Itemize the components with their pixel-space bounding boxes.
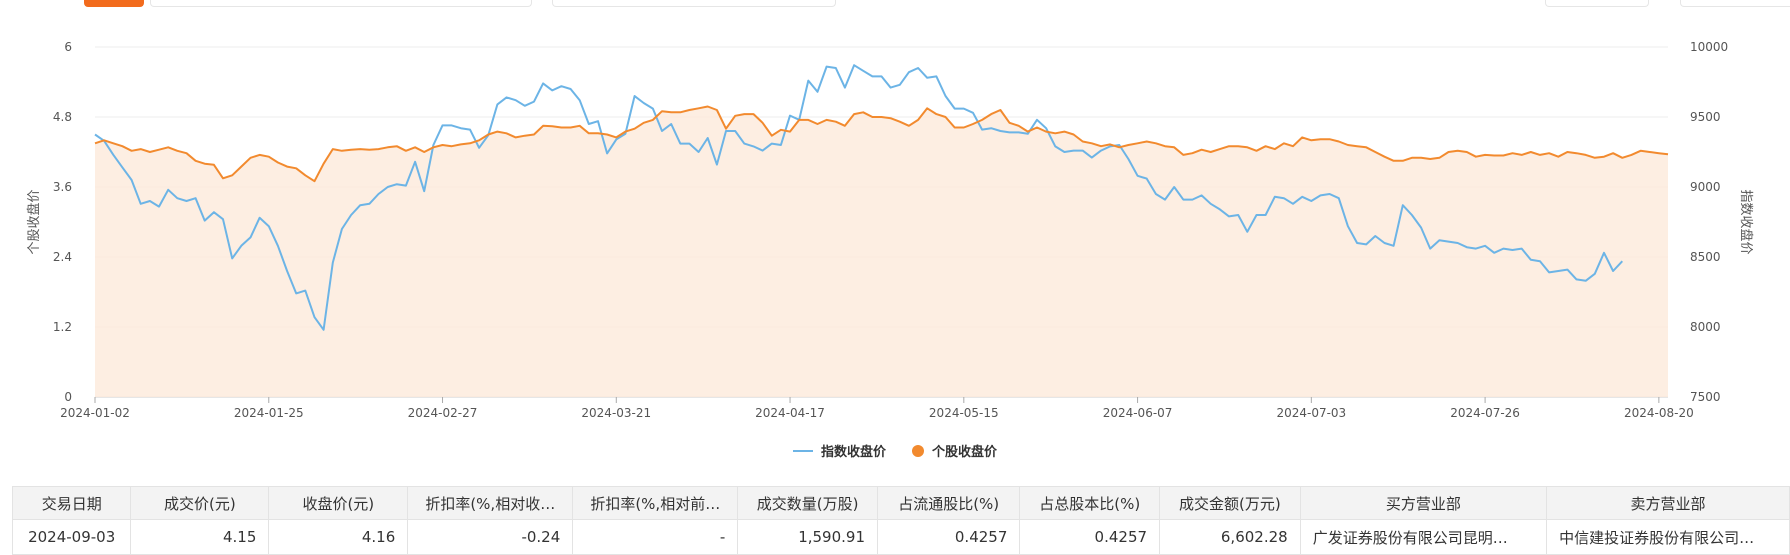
- table-row[interactable]: 2024-09-03 4.15 4.16 -0.24 - 1,590.91 0.…: [11, 519, 1790, 555]
- chart-legend: 指数收盘价 个股收盘价: [0, 441, 1790, 460]
- table-header-row: 交易日期 成交价(元) 收盘价(元) 折扣率(%,相对收… 折扣率(%,相对前……: [11, 486, 1790, 520]
- right-tick-label: 7500: [1690, 390, 1721, 404]
- filter-box-1[interactable]: [150, 0, 532, 7]
- right-tick-label: 8000: [1690, 320, 1721, 334]
- left-tick-label: 3.6: [53, 180, 72, 194]
- cell-total-ratio: 0.4257: [1019, 519, 1161, 555]
- filter-box-2[interactable]: [552, 0, 836, 7]
- left-tick-label: 6: [64, 40, 72, 54]
- x-tick-label: 2024-06-07: [1103, 406, 1173, 420]
- stock-area: [95, 106, 1668, 397]
- header-total-ratio[interactable]: 占总股本比(%): [1019, 486, 1161, 520]
- x-tick-label: 2024-02-27: [408, 406, 478, 420]
- cell-volume: 1,590.91: [737, 519, 878, 555]
- left-tick-label: 4.8: [53, 110, 72, 124]
- legend-index-label: 指数收盘价: [820, 445, 886, 460]
- left-tick-label: 1.2: [53, 320, 72, 334]
- x-tick-label: 2024-07-03: [1276, 406, 1346, 420]
- header-close-price[interactable]: 收盘价(元): [268, 486, 409, 520]
- right-tick-label: 9500: [1690, 110, 1721, 124]
- right-axis-title: 指数收盘价: [1738, 189, 1754, 254]
- legend-stock-label: 个股收盘价: [932, 445, 998, 460]
- header-buyer[interactable]: 买方营业部: [1299, 486, 1548, 520]
- cell-discount-prev: -: [572, 519, 739, 555]
- x-tick-label: 2024-05-15: [929, 406, 999, 420]
- header-amount[interactable]: 成交金额(万元): [1159, 486, 1301, 520]
- header-volume[interactable]: 成交数量(万股): [737, 486, 878, 520]
- right-tick-label: 8500: [1690, 250, 1721, 264]
- x-tick-label: 2024-01-02: [60, 406, 130, 420]
- legend-item-stock[interactable]: 个股收盘价: [912, 441, 997, 460]
- toolbar-button-2[interactable]: [1680, 0, 1790, 7]
- left-axis-title: 个股收盘价: [26, 189, 42, 254]
- header-trade-date[interactable]: 交易日期: [11, 486, 132, 520]
- x-tick-label: 2024-03-21: [581, 406, 651, 420]
- x-tick-label: 2024-01-25: [234, 406, 304, 420]
- x-tick-label: 2024-04-17: [755, 406, 825, 420]
- header-discount-close[interactable]: 折扣率(%,相对收…: [407, 486, 574, 520]
- cell-discount-close: -0.24: [407, 519, 574, 555]
- right-tick-label: 10000: [1690, 40, 1728, 54]
- stock-series-line: [94, 105, 1669, 183]
- active-tab-indicator[interactable]: [84, 0, 144, 7]
- cell-buyer[interactable]: 广发证券股份有限公司昆明…: [1299, 519, 1548, 555]
- top-tab-strip: [0, 0, 1790, 8]
- legend-item-index[interactable]: 指数收盘价: [792, 441, 886, 460]
- legend-stock-dot-icon: [912, 444, 924, 457]
- header-deal-price[interactable]: 成交价(元): [130, 486, 270, 520]
- block-trade-table: 交易日期 成交价(元) 收盘价(元) 折扣率(%,相对收… 折扣率(%,相对前……: [11, 486, 1790, 555]
- cell-amount: 6,602.28: [1159, 519, 1301, 555]
- cell-float-ratio: 0.4257: [876, 519, 1021, 555]
- cell-close-price: 4.16: [268, 519, 409, 555]
- header-float-ratio[interactable]: 占流通股比(%): [876, 486, 1021, 520]
- left-tick-label: 2.4: [53, 250, 72, 264]
- cell-seller[interactable]: 中信建投证券股份有限公司…: [1546, 519, 1790, 555]
- x-tick-label: 2024-07-26: [1450, 406, 1520, 420]
- left-tick-label: 0: [64, 390, 72, 404]
- legend-index-line-icon: [792, 449, 813, 452]
- right-tick-label: 9000: [1690, 180, 1721, 194]
- header-seller[interactable]: 卖方营业部: [1546, 486, 1790, 520]
- x-tick-label: 2024-08-20: [1624, 406, 1694, 420]
- price-comparison-chart: 0 1.2 2.4 3.6 4.8 6 7500 8000 8500 9000 9500 10000 个…: [26, 40, 1754, 420]
- header-discount-prev[interactable]: 折扣率(%,相对前…: [572, 486, 739, 520]
- cell-deal-price: 4.15: [130, 519, 270, 555]
- cell-trade-date: 2024-09-03: [11, 519, 132, 555]
- index-series-line: [94, 64, 1624, 331]
- toolbar-button-1[interactable]: [1545, 0, 1649, 7]
